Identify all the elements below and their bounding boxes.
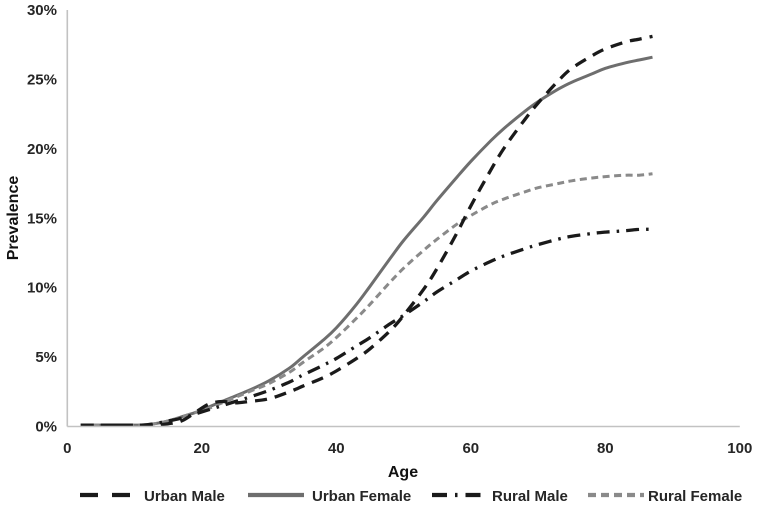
legend-label-urban-male: Urban Male <box>144 488 225 505</box>
y-tick-label: 0% <box>35 419 57 436</box>
x-tick-label: 60 <box>462 440 479 457</box>
y-tick-label: 10% <box>27 280 57 297</box>
y-tick-label: 30% <box>27 2 57 19</box>
x-tick-label: 20 <box>193 440 210 457</box>
legend-item-rural-male: Rural Male <box>432 488 568 505</box>
series-line-urban-male <box>80 34 653 427</box>
plot-area <box>80 34 653 427</box>
legend-item-urban-male: Urban Male <box>80 488 225 505</box>
x-tick-label: 100 <box>727 440 752 457</box>
y-tick-label: 25% <box>27 72 57 89</box>
y-axis-title: Prevalence <box>5 176 22 261</box>
x-tick-label: 0 <box>63 440 71 457</box>
chart-legend: Urban Male Urban Female Rural Male Rural Fe… <box>80 488 742 505</box>
y-tick-label: 20% <box>27 141 57 158</box>
x-axis-title: Age <box>388 464 418 481</box>
y-tick-label: 5% <box>35 349 57 366</box>
series-line-rural-male <box>80 227 653 427</box>
x-tick-label: 40 <box>328 440 345 457</box>
series-line-urban-female <box>80 55 653 427</box>
x-tick-label: 80 <box>597 440 614 457</box>
series-line-rural-female <box>80 172 653 427</box>
legend-label-rural-female: Rural Female <box>648 488 742 505</box>
legend-label-urban-female: Urban Female <box>312 488 411 505</box>
legend-item-rural-female: Rural Female <box>588 488 742 505</box>
y-tick-label: 15% <box>27 210 57 227</box>
legend-label-rural-male: Rural Male <box>492 488 568 505</box>
legend-item-urban-female: Urban Female <box>248 488 411 505</box>
